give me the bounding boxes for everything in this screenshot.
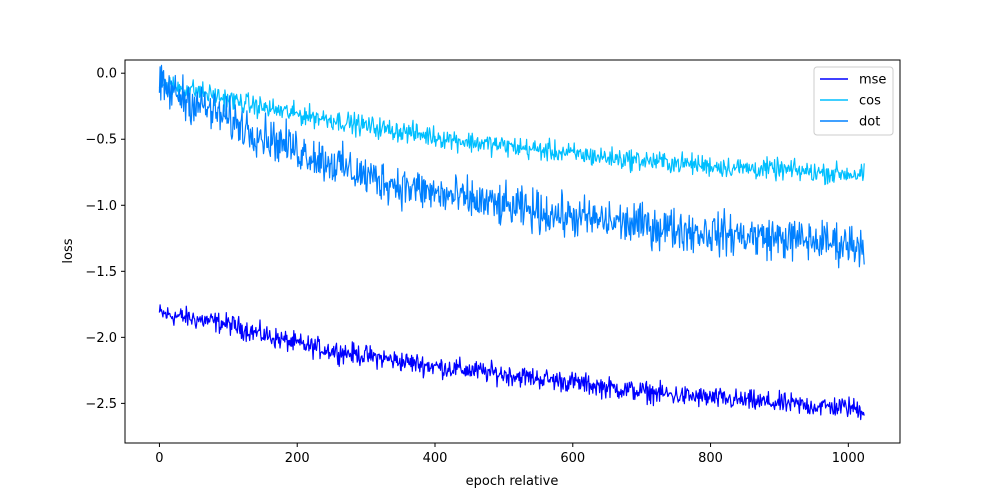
x-tick-label: 1000 [832,451,865,466]
y-tick-label: 0.0 [96,67,117,82]
x-tick-label: 800 [698,451,723,466]
y-tick-label: −2.0 [85,331,117,346]
legend-label-cos: cos [859,94,881,109]
series-line-dot [158,64,865,269]
y-tick-label: −1.5 [85,265,117,280]
legend: mse cos dot [813,66,894,136]
legend-label-mse: mse [859,73,886,88]
x-tick-label: 200 [285,451,310,466]
x-tick-label: 600 [560,451,585,466]
y-tick-label: −1.0 [85,199,117,214]
series-layer [158,64,865,421]
x-axis-label: epoch relative [466,474,559,489]
x-tick-label: 0 [155,451,163,466]
series-line-cos [158,76,865,186]
y-tick-label: −2.5 [85,397,117,412]
legend-label-dot: dot [859,115,880,130]
legend-box [813,66,894,136]
x-tick-label: 400 [423,451,448,466]
ticks-layer: 0 200 400 600 800 1000 0.0 −0.5 −1.0 −1.5 −2.0 −2.5 [85,67,864,466]
plot-frame [124,59,901,444]
y-axis-label: loss [61,238,76,263]
y-tick-label: −0.5 [85,133,117,148]
series-line-mse [158,304,865,421]
